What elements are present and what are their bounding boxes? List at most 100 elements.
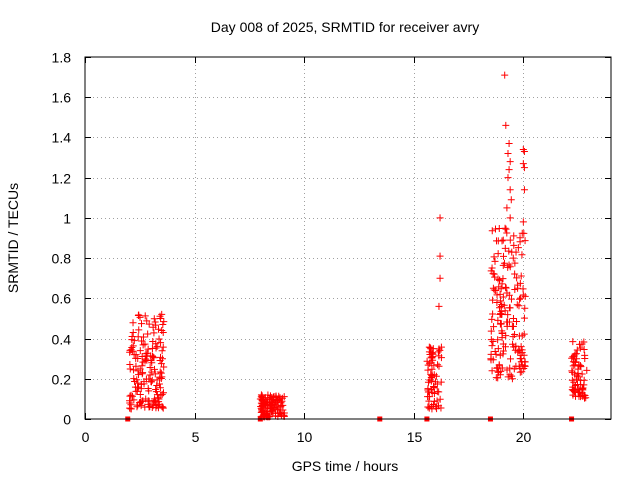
data-point (499, 340, 507, 348)
data-point (147, 378, 155, 386)
data-point (434, 361, 442, 369)
data-point (493, 298, 501, 306)
data-point (435, 345, 443, 353)
data-point (580, 392, 588, 400)
data-point (569, 391, 577, 399)
y-tick-label: 0 (63, 412, 71, 428)
data-point (502, 121, 510, 129)
data-point (427, 345, 435, 353)
x-tick-label: 20 (516, 429, 532, 445)
data-point (570, 352, 578, 360)
data-point (429, 350, 437, 358)
data-point (129, 342, 137, 350)
data-point (574, 388, 582, 396)
data-point (427, 373, 435, 381)
data-point (506, 158, 514, 166)
data-point (520, 164, 528, 172)
data-point (143, 349, 151, 357)
data-point (495, 361, 503, 369)
data-point (425, 388, 433, 396)
data-point (156, 384, 164, 392)
y-tick-label: 1.8 (52, 50, 72, 66)
data-point (144, 345, 152, 353)
y-tick-label: 0.8 (52, 251, 72, 267)
data-point (517, 355, 525, 363)
data-point (490, 323, 498, 331)
data-point (156, 357, 164, 365)
data-point (518, 361, 526, 369)
data-point (513, 274, 521, 282)
data-point (427, 359, 435, 367)
data-point (489, 310, 497, 318)
data-point (494, 316, 502, 324)
data-point (499, 347, 507, 355)
data-point (134, 367, 142, 375)
data-point (157, 314, 165, 322)
data-point (426, 393, 434, 401)
data-point (496, 297, 504, 305)
data-point (430, 384, 438, 392)
data-point (495, 283, 503, 291)
data-point (516, 295, 524, 303)
data-point (266, 403, 274, 411)
y-tick-label: 0.6 (52, 291, 72, 307)
data-point (424, 386, 432, 394)
data-point (126, 348, 134, 356)
data-point (156, 401, 164, 409)
data-point (502, 284, 510, 292)
data-point (132, 387, 140, 395)
data-point (519, 291, 527, 299)
data-point (436, 214, 444, 222)
data-point (141, 403, 149, 411)
x-tick-label: 15 (407, 429, 423, 445)
data-point (501, 307, 509, 315)
data-point (142, 350, 150, 358)
data-point (521, 237, 529, 245)
data-point (157, 369, 165, 377)
data-point (135, 326, 143, 334)
data-point (520, 229, 528, 237)
data-point (158, 327, 166, 335)
data-point (437, 404, 445, 412)
data-point (141, 312, 149, 320)
data-point (497, 320, 505, 328)
chart-title: Day 008 of 2025, SRMTID for receiver avr… (211, 19, 479, 35)
plot-frame (84, 56, 612, 420)
data-point (129, 347, 137, 355)
data-point (155, 380, 163, 388)
data-point (433, 397, 441, 405)
data-point (138, 397, 146, 405)
data-point (496, 276, 504, 284)
data-point (498, 300, 506, 308)
data-point (510, 241, 518, 249)
data-point (487, 336, 495, 344)
data-point (130, 366, 138, 374)
data-point (141, 340, 149, 348)
data-point (257, 391, 265, 399)
data-point (490, 286, 498, 294)
data-point (520, 186, 528, 194)
data-point (424, 366, 432, 374)
data-point (428, 349, 436, 357)
data-point (506, 364, 514, 372)
data-point (492, 374, 500, 382)
data-point (138, 320, 146, 328)
data-point (581, 351, 589, 359)
data-point (487, 327, 495, 335)
data-point (135, 371, 143, 379)
data-point (521, 304, 529, 312)
data-point (488, 315, 496, 323)
data-point (509, 314, 517, 322)
data-point (158, 390, 166, 398)
data-point (501, 71, 509, 79)
data-point (501, 224, 509, 232)
data-points (125, 71, 591, 422)
data-point (494, 250, 502, 258)
data-point (504, 373, 512, 381)
data-point (508, 322, 516, 330)
data-point (148, 368, 156, 376)
data-point (149, 323, 157, 331)
data-point (503, 318, 511, 326)
data-point (129, 319, 137, 327)
data-point (271, 400, 279, 408)
